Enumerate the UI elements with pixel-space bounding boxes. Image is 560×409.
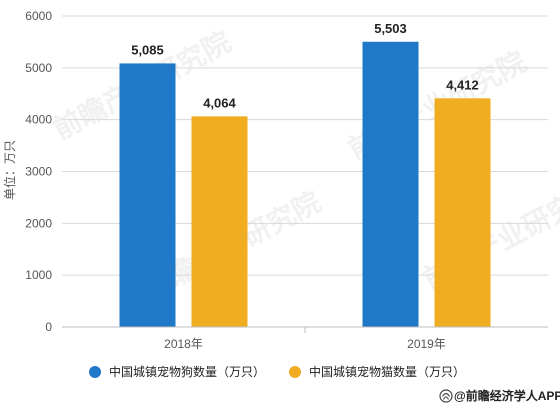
data-label-dog-0: 5,085	[131, 42, 164, 57]
legend-label-cat: 中国城镇宠物猫数量（万只）	[309, 364, 465, 379]
footer-brand: @前瞻经济学人APP	[439, 388, 560, 403]
data-label-cat-0: 4,064	[203, 95, 236, 110]
bar-dog-1	[362, 41, 419, 327]
brand-logo-icon	[439, 389, 453, 403]
data-label-cat-1: 4,412	[446, 77, 479, 92]
y-tick-label: 3000	[25, 165, 52, 179]
legend-label-dog: 中国城镇宠物狗数量（万只）	[109, 364, 265, 379]
y-tick-label: 4000	[25, 113, 52, 127]
y-tick-label: 1000	[25, 268, 52, 282]
legend-marker-cat	[289, 366, 301, 378]
legend-marker-dog	[89, 366, 101, 378]
footer-brand-text: @前瞻经济学人APP	[454, 388, 560, 403]
label-layer: 5,085 4,064 5,503 4,412	[131, 21, 479, 111]
bar-layer	[119, 41, 491, 328]
data-label-dog-1: 5,503	[374, 21, 407, 36]
axis-layer: 0 1000 2000 3000 4000 5000 6000 2018年 2019年	[25, 9, 548, 351]
x-tick-label: 2019年	[407, 337, 446, 351]
bar-cat-0	[191, 116, 248, 327]
legend-layer: 中国城镇宠物狗数量（万只） 中国城镇宠物猫数量（万只）	[89, 364, 465, 379]
y-tick-label: 6000	[25, 9, 52, 23]
bar-dog-0	[119, 63, 176, 328]
x-tick-label: 2018年	[164, 337, 203, 351]
y-tick-label: 0	[45, 320, 52, 334]
y-tick-label: 5000	[25, 61, 52, 75]
y-axis-title: 单位：万只	[2, 140, 17, 200]
bar-cat-1	[434, 98, 491, 327]
y-tick-label: 2000	[25, 216, 52, 230]
